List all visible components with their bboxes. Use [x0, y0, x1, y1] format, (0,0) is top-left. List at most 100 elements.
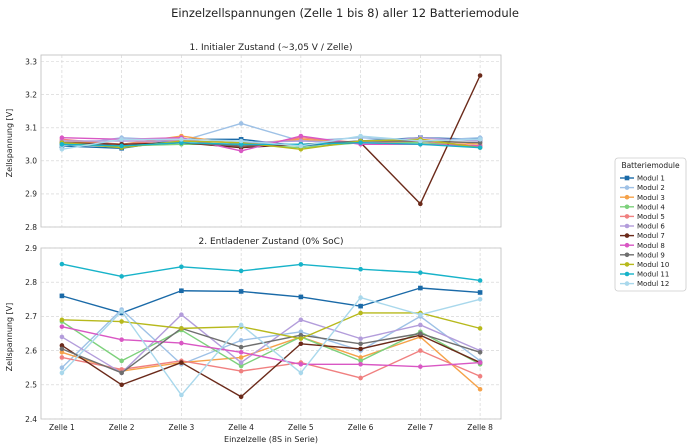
panel1-data-point — [119, 137, 124, 142]
panel2-data-point — [179, 392, 184, 398]
panel2-data-point — [119, 319, 124, 324]
panel2-ytick-label: 2.7 — [25, 312, 37, 321]
panel1-data-point — [238, 142, 244, 147]
panel1-data-point — [238, 138, 244, 144]
panel2-series-line — [61, 287, 481, 314]
panel2-data-point — [298, 341, 304, 347]
panel2-data-point — [298, 336, 304, 341]
panel2-data-point — [298, 332, 304, 338]
legend-item: Modul 4 — [620, 203, 665, 211]
panel2-data-point — [358, 266, 363, 272]
panel2-data-point — [358, 355, 363, 360]
panel1-data-point — [298, 143, 304, 149]
panel1-title: 1. Initialer Zustand (~3,05 V / Zelle) — [190, 43, 353, 53]
panel2-data-point — [59, 346, 65, 352]
panel2-data-point — [358, 346, 363, 352]
panel2-data-point — [179, 312, 184, 317]
panel1-ytick-label: 3.2 — [25, 90, 37, 99]
panel1-series-line — [61, 141, 481, 149]
legend-label: Modul 9 — [637, 251, 665, 259]
panel2-data-point — [59, 370, 65, 376]
panel1-ylabel: Zellspannung [V] — [5, 109, 14, 178]
panel2-xtick-label: Zelle 5 — [288, 423, 314, 432]
panel1-ytick-label: 3.1 — [25, 124, 37, 133]
panel2-data-point — [418, 322, 423, 328]
x-axis-label: Einzelzelle (8S in Serie) — [224, 435, 318, 444]
legend-swatch-marker — [624, 204, 630, 210]
legend-item: Modul 2 — [620, 184, 665, 192]
panel2-data-point — [179, 264, 184, 270]
panel2-series-line — [61, 263, 481, 282]
panel1-data-point — [59, 135, 65, 140]
panel1-ytick-label: 2.9 — [25, 190, 37, 199]
panel2-data-point — [119, 370, 124, 376]
panel2-data-point — [119, 308, 124, 314]
panel1-ytick-label: 3.0 — [25, 157, 37, 166]
panel2-series-line — [61, 296, 481, 396]
panel1-data-point — [477, 137, 483, 142]
legend-item: Modul 9 — [620, 251, 665, 259]
panel2-ytick-label: 2.9 — [25, 244, 37, 253]
legend-swatch-marker — [624, 252, 630, 258]
legend-label: Modul 3 — [637, 194, 665, 202]
panel2-data-point — [477, 278, 483, 283]
panel2-data-point — [298, 262, 304, 267]
legend-label: Modul 2 — [637, 184, 665, 192]
panel2-data-point — [418, 285, 423, 291]
legend-item: Modul 11 — [620, 271, 669, 279]
panel2-title: 2. Entladener Zustand (0% SoC) — [199, 237, 344, 247]
legend-swatch-marker — [624, 281, 630, 286]
legend-item: Modul 3 — [620, 194, 665, 202]
panel2-xtick-label: Zelle 1 — [49, 423, 75, 432]
panel1-data-point — [477, 73, 483, 78]
legend-item: Modul 8 — [620, 242, 665, 250]
legend-swatch-marker — [624, 194, 630, 200]
panel2-data-point — [238, 289, 244, 294]
panel1-data-point — [119, 143, 124, 149]
panel2-series-line — [61, 334, 481, 398]
panel2-data-point — [358, 303, 363, 309]
panel1-data-point — [179, 140, 184, 145]
panel2-data-point — [119, 367, 124, 372]
legend-label: Modul 11 — [637, 271, 669, 279]
panel2-data-point — [119, 337, 124, 342]
panel2-data-point — [238, 338, 244, 343]
legend-swatch-marker — [624, 175, 630, 181]
legend-swatch-marker — [624, 242, 630, 248]
panel2-data-point — [358, 341, 363, 347]
panel2-data-point — [59, 293, 65, 299]
panel2-data-point — [59, 334, 65, 340]
panel2-series-line — [61, 320, 481, 367]
figure-title: Einzelzellspannungen (Zelle 1 bis 8) all… — [171, 6, 519, 20]
panel2-data-point — [59, 317, 65, 323]
panel1-data-point — [418, 201, 423, 207]
panel2-data-point — [477, 386, 483, 392]
legend-label: Modul 6 — [637, 223, 665, 231]
panel2-data-point — [238, 363, 244, 369]
panel1-data-point — [298, 146, 304, 152]
panel2-data-point — [179, 340, 184, 346]
panel1-data-point — [358, 133, 363, 139]
panel2-data-point — [418, 348, 423, 353]
legend-item: Modul 1 — [620, 175, 665, 183]
panel2-data-point — [59, 261, 65, 267]
panel1-data-point — [238, 121, 244, 126]
legend-swatch-marker — [624, 233, 630, 238]
panel2-series-line — [61, 312, 481, 340]
panel2-data-point — [59, 365, 65, 371]
panel2-series-line — [61, 325, 481, 368]
panel1-data-point — [238, 148, 244, 154]
panel2-data-point — [418, 331, 423, 336]
panel2-data-point — [179, 360, 184, 365]
panel2-series-line — [61, 336, 481, 390]
panel2-series-line — [61, 349, 481, 379]
legend-swatch-marker — [624, 223, 630, 229]
panel2-series-5 — [59, 348, 483, 381]
legend-frame — [614, 157, 687, 292]
panel2-xtick-label: Zelle 2 — [109, 423, 135, 432]
panel2-data-point — [477, 297, 483, 302]
panel2-data-point — [238, 355, 244, 360]
panel2-ylabel: Zellspannung [V] — [5, 303, 14, 372]
panel2-data-point — [119, 274, 124, 279]
panel2-data-point — [477, 373, 483, 379]
